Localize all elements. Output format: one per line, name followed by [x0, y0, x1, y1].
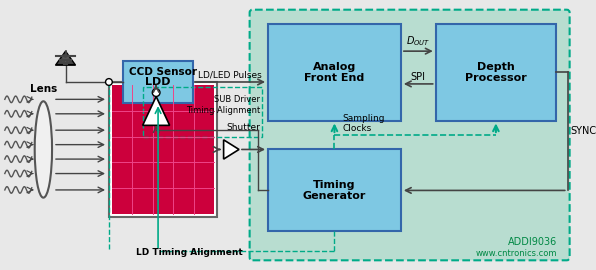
Text: $D_{OUT}$: $D_{OUT}$ [406, 35, 430, 48]
Text: SUB Driver
Timing Alignment: SUB Driver Timing Alignment [186, 95, 260, 115]
Ellipse shape [35, 101, 52, 198]
Bar [436, 24, 556, 120]
Polygon shape [56, 51, 75, 65]
Text: CCD Sensor: CCD Sensor [129, 67, 197, 77]
Bar [123, 61, 193, 103]
Circle shape [105, 79, 112, 85]
Polygon shape [224, 140, 239, 159]
Text: SPI: SPI [411, 72, 426, 82]
Polygon shape [142, 96, 170, 125]
Text: Timing
Generator: Timing Generator [303, 180, 366, 201]
Text: Lens: Lens [30, 83, 57, 94]
Bar [112, 85, 214, 214]
Text: www.cntronics.com: www.cntronics.com [476, 249, 557, 258]
Text: LD/LED Pulses: LD/LED Pulses [198, 70, 262, 79]
Bar [268, 150, 401, 231]
Bar [109, 82, 217, 217]
Text: SYNC: SYNC [570, 126, 596, 136]
Circle shape [153, 89, 160, 96]
Bar [268, 24, 401, 120]
FancyBboxPatch shape [250, 10, 570, 260]
Text: LDD: LDD [145, 77, 171, 87]
Text: ADDI9036: ADDI9036 [508, 237, 557, 247]
Text: Depth
Processor: Depth Processor [465, 62, 527, 83]
Text: Analog
Front End: Analog Front End [305, 62, 365, 83]
Text: Sampling
Clocks: Sampling Clocks [342, 114, 384, 133]
Text: LD Timing Alignment: LD Timing Alignment [135, 248, 243, 257]
Text: Shutter: Shutter [226, 123, 260, 132]
